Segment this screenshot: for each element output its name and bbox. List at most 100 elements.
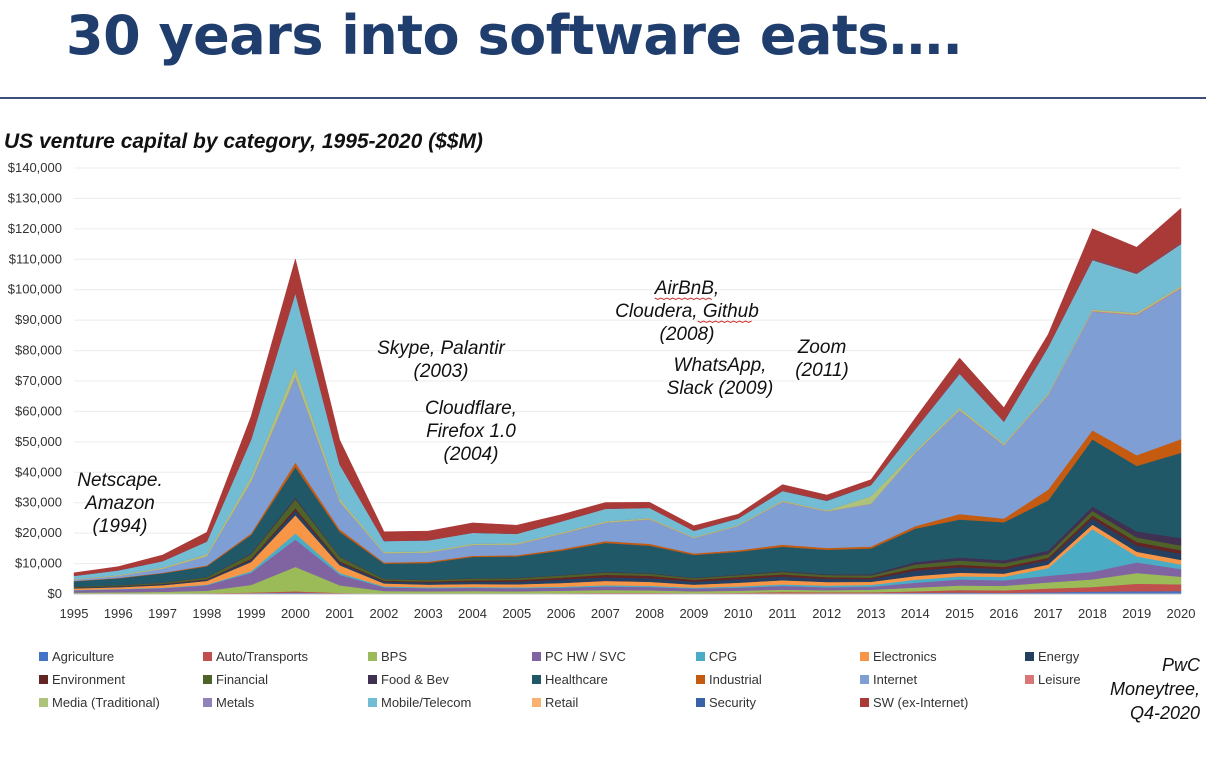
legend-item: Security [696,695,756,710]
x-tick-label: 2013 [857,606,886,621]
annotation-text: (1994) [93,516,148,537]
legend-item: Environment [39,672,125,687]
annotation-text: (2004) [444,444,499,465]
x-tick-label: 2010 [724,606,753,621]
legend-swatch [860,698,869,707]
legend-swatch [203,652,212,661]
y-tick-label: $120,000 [8,221,62,236]
legend-label: Industrial [709,672,762,687]
y-tick-label: $140,000 [8,160,62,175]
chart-title: US venture capital by category, 1995-202… [4,130,483,153]
x-tick-label: 2018 [1078,606,1107,621]
x-tick-label: 2020 [1167,606,1196,621]
y-tick-label: $30,000 [15,495,62,510]
legend-swatch [203,675,212,684]
legend-item: PC HW / SVC [532,649,626,664]
legend-item: Metals [203,695,255,710]
axes: $0 $10,000 $20,000 $30,000 $40,000 $50,000 $60… [8,160,1196,621]
legend-swatch [860,652,869,661]
legend-label: Security [709,695,756,710]
x-tick-label: 2003 [414,606,443,621]
annotation-text: (2003) [414,361,469,382]
annotation-text: Netscape. [77,470,163,491]
legend-item: SW (ex-Internet) [860,695,968,710]
legend-swatch [1025,675,1034,684]
annotation-text: AirBnB, [654,278,719,299]
y-tick-label: $0 [48,586,62,601]
x-tick-label: 2009 [679,606,708,621]
area-sw-ex-internet- [73,207,1182,577]
legend: Agriculture Auto/Transports BPS PC HW / SVC… [39,649,1081,710]
legend-label: Financial [216,672,268,687]
legend-label: SW (ex-Internet) [873,695,968,710]
slide-title: 30 years into software eats…. [66,4,963,67]
x-tick-label: 2000 [281,606,310,621]
x-tick-label: 2001 [325,606,354,621]
legend-label: Internet [873,672,917,687]
area-series-group [73,207,1182,595]
y-tick-label: $100,000 [8,282,62,297]
x-tick-label: 2002 [369,606,398,621]
x-tick-label: 2004 [458,606,487,621]
legend-item: Food & Bev [368,672,449,687]
legend-swatch [696,675,705,684]
y-tick-label: $10,000 [15,556,62,571]
legend-item: Energy [1025,649,1080,664]
source-line: Q4-2020 [1129,703,1200,723]
legend-label: Leisure [1038,672,1081,687]
x-tick-label: 2017 [1034,606,1063,621]
legend-item: Industrial [696,672,762,687]
legend-item: Retail [532,695,578,710]
annotation-text: Zoom [797,337,847,358]
legend-swatch [532,675,541,684]
annotation-text: Cloudera, Github [615,301,759,322]
annotation-text: Slack (2009) [667,378,774,399]
y-tick-label: $20,000 [15,525,62,540]
legend-swatch [696,698,705,707]
y-tick-label: $70,000 [15,373,62,388]
y-tick-label: $50,000 [15,434,62,449]
legend-label: Electronics [873,649,937,664]
legend-item: Electronics [860,649,937,664]
source-line: Moneytree, [1109,679,1200,699]
legend-label: Metals [216,695,255,710]
legend-label: Healthcare [545,672,608,687]
x-tick-label: 1995 [60,606,89,621]
y-tick-label: $110,000 [9,251,62,266]
y-tick-label: $60,000 [15,403,62,418]
x-tick-label: 2005 [502,606,531,621]
spellcheck-underline [697,320,752,324]
x-tick-label: 2019 [1122,606,1151,621]
legend-label: PC HW / SVC [545,649,626,664]
x-tick-label: 1996 [104,606,133,621]
legend-label: Environment [52,672,125,687]
x-tick-label: 1997 [148,606,177,621]
legend-item: Leisure [1025,672,1081,687]
title-divider [0,97,1206,99]
annotation-text: (2011) [795,360,849,381]
x-tick-label: 1998 [192,606,221,621]
y-tick-label: $40,000 [15,464,62,479]
legend-label: BPS [381,649,407,664]
legend-label: Mobile/Telecom [381,695,471,710]
annotation-text: Cloudflare, [425,398,517,419]
legend-swatch [532,652,541,661]
annotation-text: Amazon [84,493,155,514]
legend-swatch [39,675,48,684]
legend-swatch [368,675,377,684]
x-tick-label: 1999 [237,606,266,621]
legend-item: Financial [203,672,268,687]
legend-label: Energy [1038,649,1080,664]
y-tick-label: $90,000 [15,312,62,327]
legend-item: Agriculture [39,649,114,664]
x-tick-label: 2007 [591,606,620,621]
legend-label: Food & Bev [381,672,449,687]
legend-item: Healthcare [532,672,608,687]
legend-label: Media (Traditional) [52,695,160,710]
y-tick-label: $80,000 [15,343,62,358]
spellcheck-underline [654,297,713,301]
legend-swatch [203,698,212,707]
legend-swatch [696,652,705,661]
legend-item: Auto/Transports [203,649,309,664]
